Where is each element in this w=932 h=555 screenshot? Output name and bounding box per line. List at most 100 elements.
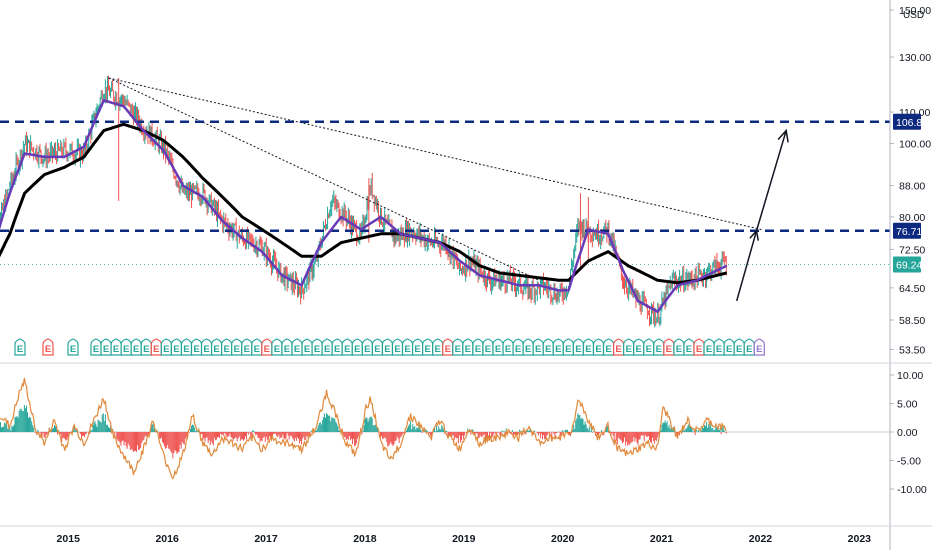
earnings-marker[interactable]: E [221, 338, 233, 356]
price-tick-label: 100.00 [899, 138, 931, 150]
earnings-label: E [384, 344, 390, 355]
earnings-marker[interactable]: E [231, 338, 243, 356]
osc-tick-label: -5.00 [897, 456, 921, 468]
earnings-marker[interactable]: E [683, 338, 695, 356]
earnings-marker[interactable]: E [703, 338, 715, 356]
earnings-marker[interactable]: E [311, 338, 323, 356]
projection-line[interactable] [736, 130, 787, 302]
earnings-label: E [414, 344, 420, 355]
earnings-marker[interactable]: E [462, 338, 474, 356]
earnings-label: E [445, 344, 451, 355]
earnings-marker[interactable]: E [211, 338, 223, 356]
earnings-marker[interactable]: E [663, 338, 675, 356]
earnings-marker[interactable]: E [442, 338, 454, 356]
earnings-marker[interactable]: E [401, 338, 414, 356]
earnings-marker[interactable]: E [582, 338, 595, 356]
earnings-marker[interactable]: E [90, 338, 102, 356]
earnings-marker[interactable]: E [331, 338, 343, 356]
earnings-marker[interactable]: E [14, 338, 26, 356]
earnings-marker[interactable]: E [532, 338, 544, 356]
earnings-badge[interactable] [42, 338, 54, 356]
earnings-label: E [595, 344, 601, 355]
earnings-marker[interactable]: E [482, 338, 494, 356]
earnings-marker[interactable]: E [412, 338, 424, 356]
earnings-label: E [746, 344, 752, 355]
earnings-marker[interactable]: E [753, 338, 765, 356]
earnings-marker[interactable]: E [241, 338, 253, 356]
earnings-label: E [605, 344, 611, 355]
earnings-marker[interactable]: E [341, 338, 353, 356]
time-tick-label: 2019 [452, 533, 476, 545]
earnings-marker[interactable]: E [572, 338, 584, 356]
earnings-marker[interactable]: E [492, 338, 504, 356]
earnings-marker[interactable]: E [371, 338, 383, 356]
earnings-marker[interactable]: E [391, 338, 404, 356]
earnings-marker[interactable]: E [723, 338, 735, 356]
osc-tick-label: 10.00 [897, 370, 923, 382]
earnings-marker[interactable]: E [693, 338, 705, 356]
earnings-label: E [716, 344, 722, 355]
earnings-label: E [364, 344, 370, 355]
earnings-marker[interactable]: E [592, 338, 605, 356]
earnings-marker[interactable]: E [633, 338, 645, 356]
earnings-marker[interactable]: E [361, 338, 373, 356]
earnings-marker[interactable]: E [321, 338, 333, 356]
earnings-marker[interactable]: E [432, 338, 444, 356]
earnings-marker[interactable]: E [351, 338, 363, 356]
earnings-marker[interactable]: E [512, 338, 524, 356]
earnings-marker[interactable]: E [673, 338, 685, 356]
projection-arrow[interactable] [736, 128, 789, 302]
earnings-marker[interactable]: E [301, 338, 313, 356]
earnings-marker[interactable]: E [472, 338, 484, 356]
earnings-label: E [625, 344, 631, 355]
earnings-marker[interactable]: E [422, 338, 434, 356]
earnings-marker[interactable]: E [271, 338, 283, 356]
earnings-marker[interactable]: E [381, 338, 394, 356]
earnings-marker[interactable]: E [733, 338, 745, 356]
earnings-marker[interactable]: E [281, 338, 293, 356]
earnings-marker[interactable]: E [67, 338, 79, 356]
earnings-label: E [123, 344, 129, 355]
earnings-marker[interactable]: E [291, 338, 303, 356]
earnings-marker[interactable]: E [613, 338, 625, 356]
earnings-marker[interactable]: E [502, 338, 514, 356]
earnings-marker[interactable]: E [452, 338, 464, 356]
earnings-marker[interactable]: E [180, 338, 193, 356]
earnings-marker[interactable]: E [713, 338, 725, 356]
earnings-marker[interactable]: E [120, 338, 132, 356]
earnings-marker[interactable]: E [602, 338, 615, 356]
earnings-marker[interactable]: E [200, 338, 213, 356]
earnings-marker[interactable]: E [140, 338, 152, 356]
earnings-marker[interactable]: E [150, 338, 162, 356]
earnings-marker[interactable]: E [643, 338, 655, 356]
earnings-marker[interactable]: E [552, 338, 564, 356]
earnings-marker[interactable]: E [743, 338, 755, 356]
price-tick-label: 72.50 [899, 244, 925, 256]
earnings-marker[interactable]: E [522, 338, 534, 356]
earnings-marker[interactable]: E [42, 338, 54, 356]
earnings-marker[interactable]: E [170, 338, 182, 356]
earnings-marker[interactable]: E [110, 338, 122, 356]
earnings-badge[interactable] [14, 338, 26, 356]
breakout-arrowhead [749, 229, 759, 241]
earnings-label: E [213, 344, 219, 355]
earnings-marker[interactable]: E [190, 338, 203, 356]
earnings-marker[interactable]: E [130, 338, 142, 356]
earnings-marker[interactable]: E [100, 338, 112, 356]
earnings-marker[interactable]: E [562, 338, 574, 356]
earnings-marker[interactable]: E [542, 338, 554, 356]
earnings-label: E [666, 344, 672, 355]
earnings-marker[interactable]: E [160, 338, 172, 356]
earnings-badge[interactable] [67, 338, 79, 356]
time-tick-label: 2017 [254, 533, 278, 545]
earnings-badge[interactable] [753, 338, 765, 356]
earnings-marker[interactable]: E [251, 338, 263, 356]
earnings-marker[interactable]: E [261, 338, 273, 356]
earnings-marker[interactable]: E [623, 338, 635, 356]
short-downtrend[interactable] [108, 77, 540, 281]
earnings-label: E [113, 344, 119, 355]
earnings-marker[interactable]: E [653, 338, 665, 356]
